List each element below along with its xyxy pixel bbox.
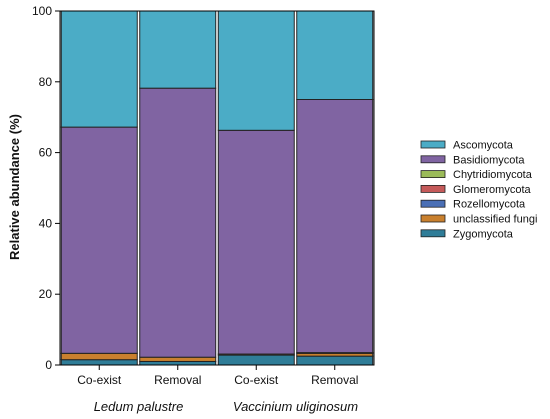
bar-segment-zygomycota-1: [139, 360, 217, 366]
legend-swatch: [420, 155, 446, 164]
group-labels: Ledum palustre Vaccinium uliginosum: [94, 399, 359, 414]
bar-segment-basidiomycota-1: [139, 87, 217, 358]
y-tick-label: 40: [39, 216, 53, 230]
bar-segment-unclassified-fungi-0: [60, 352, 138, 361]
legend-swatch: [420, 184, 446, 193]
bar-segment-zygomycota-3: [296, 355, 374, 366]
legend-label: Chytridiomycota: [453, 169, 533, 181]
legend-label: Basidiomycota: [453, 154, 525, 166]
legend-swatch: [420, 170, 446, 179]
legend: Ascomycota Basidiomycota Chytridiomycota Gl…: [420, 140, 537, 240]
legend-swatch: [420, 229, 446, 238]
bar-segment-ascomycota-0: [60, 10, 138, 128]
legend-swatch: [420, 140, 446, 149]
bar-segment-ascomycota-3: [296, 10, 374, 100]
y-tick-label: 80: [39, 75, 53, 89]
bar-segment-ascomycota-2: [217, 10, 295, 131]
y-axis: 0 20 40 60 80 100: [32, 4, 60, 372]
x-tick-label: Co-exist: [77, 373, 122, 387]
legend-label: Ascomycota: [453, 140, 514, 152]
bar-segment-ascomycota-1: [139, 10, 217, 89]
y-axis-title: Relative abundance (%): [7, 114, 22, 260]
x-tick-label: Removal: [154, 373, 201, 387]
y-tick-label: 60: [39, 146, 53, 160]
group-label: Vaccinium uliginosum: [233, 399, 358, 414]
plot-area: [59, 10, 375, 366]
legend-swatch: [420, 214, 446, 223]
legend-label: unclassified fungi: [453, 214, 537, 226]
legend-label: Glomeromycota: [453, 184, 532, 196]
y-tick-label: 100: [32, 4, 52, 18]
y-tick-label: 20: [39, 287, 53, 301]
x-tick-label: Co-exist: [234, 373, 279, 387]
bar-segment-unclassified-fungi-1: [139, 356, 217, 362]
bar-segment-basidiomycota-3: [296, 99, 374, 354]
x-axis: Co-exist Removal Co-exist Removal: [77, 365, 358, 387]
legend-label: Zygomycota: [453, 228, 514, 240]
x-tick-label: Removal: [311, 373, 358, 387]
y-tick-label: 0: [45, 358, 52, 372]
group-label: Ledum palustre: [94, 399, 184, 414]
bar-segment-zygomycota-2: [217, 354, 295, 366]
legend-label: Rozellomycota: [453, 199, 526, 211]
bar-segment-basidiomycota-2: [217, 129, 295, 355]
bar-segment-zygomycota-0: [60, 359, 138, 366]
bar-segment-basidiomycota-0: [60, 126, 138, 354]
legend-swatch: [420, 199, 446, 208]
plot-frame: [59, 10, 375, 366]
